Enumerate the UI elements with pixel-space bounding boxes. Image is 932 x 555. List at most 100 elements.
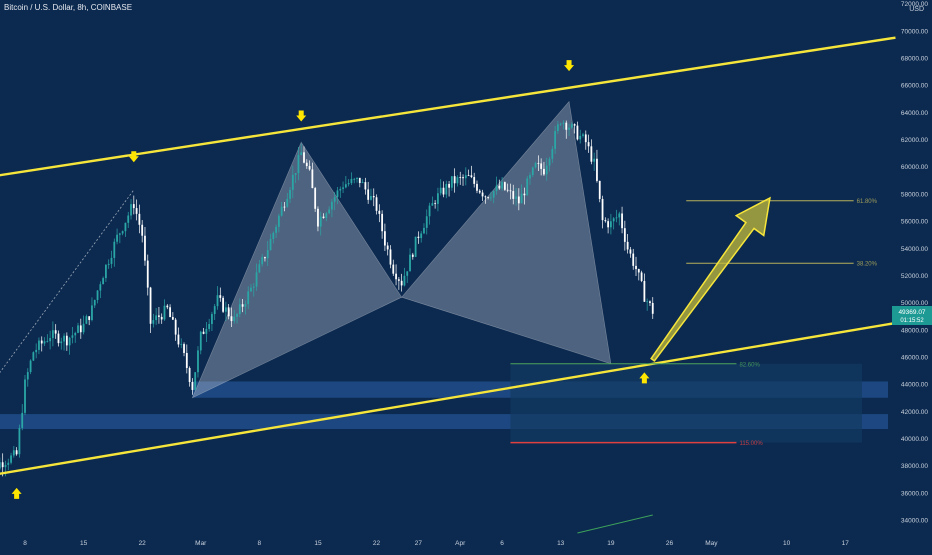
candle-134	[356, 177, 358, 183]
candle-body	[626, 241, 629, 250]
candle-body	[347, 183, 350, 185]
candle-28	[60, 337, 63, 350]
candle-body	[582, 134, 584, 136]
candle-30	[65, 332, 68, 351]
candle-body	[99, 284, 102, 291]
ascending-channel[interactable]	[0, 36, 896, 480]
candle-91	[236, 312, 238, 324]
candle-16	[26, 368, 29, 387]
candle-body	[171, 317, 174, 320]
candle-188	[506, 183, 509, 193]
price-axis[interactable]: 34000.00 36000.00 38000.00 40000.00 42000.00…	[901, 1, 928, 524]
candle-body	[71, 335, 74, 338]
down-arrow-icon-3	[564, 60, 575, 72]
candle-128	[339, 186, 342, 198]
candle-body	[370, 195, 372, 200]
candle-body	[264, 257, 266, 259]
candle-body	[607, 221, 610, 228]
candle-body	[286, 198, 289, 207]
candle-238	[646, 298, 649, 311]
candle-body	[529, 175, 531, 179]
candle-body	[445, 183, 448, 195]
candle-body	[155, 315, 158, 321]
candle-body	[63, 335, 65, 342]
candle-body	[637, 269, 640, 273]
candle-body	[484, 196, 487, 198]
candle-body	[40, 340, 43, 344]
candle-19	[35, 343, 38, 359]
candle-141	[375, 194, 378, 215]
candle-22	[43, 337, 46, 346]
candle-body	[199, 331, 202, 351]
candle-body	[163, 305, 166, 320]
candle-104	[272, 231, 275, 244]
candle-body	[453, 176, 456, 184]
candle-body	[534, 163, 537, 168]
candle-133	[353, 177, 356, 184]
candle-200	[540, 158, 543, 176]
candle-body	[537, 163, 540, 164]
candle-174	[467, 169, 470, 177]
candle-body	[517, 196, 520, 204]
x-axis[interactable]: 8 15 22 Mar 8 15 22 27 Apr 6 13 19 26 May 10 17	[23, 540, 849, 547]
candle-202	[545, 157, 548, 181]
candle-body	[333, 197, 336, 202]
candle-149	[397, 276, 400, 290]
candle-body	[523, 193, 526, 196]
candle-109	[286, 192, 289, 208]
candle-body	[601, 198, 604, 221]
candle-body	[428, 205, 431, 217]
x-tick-label: Mar	[195, 540, 207, 547]
candle-210	[568, 123, 570, 137]
symbol-title[interactable]: Bitcoin / U.S. Dollar, 8h, COINBASE	[4, 3, 133, 12]
candle-body	[202, 331, 205, 334]
candle-54	[132, 195, 135, 215]
candle-body	[392, 264, 395, 274]
candle-132	[350, 172, 353, 186]
candle-232	[629, 247, 632, 258]
candle-body	[395, 273, 397, 280]
candle-43	[102, 276, 105, 285]
candle-168	[450, 176, 453, 191]
candle-205	[554, 125, 556, 154]
candle-223	[604, 217, 607, 223]
candle-204	[551, 146, 554, 163]
candle-body	[213, 306, 216, 315]
y-tick-label: 52000.00	[901, 273, 928, 280]
candle-body	[216, 295, 219, 307]
x-tick-label: 17	[842, 540, 850, 547]
candle-199	[537, 155, 540, 172]
y-tick-label: 64000.00	[901, 110, 928, 117]
candle-224	[607, 218, 610, 234]
candle-body	[520, 193, 523, 204]
candle-118	[311, 162, 314, 189]
candle-229	[621, 206, 623, 234]
candle-body	[442, 187, 445, 195]
candle-body	[107, 263, 110, 265]
candle-31	[68, 336, 71, 355]
projection-arrow[interactable]	[650, 196, 771, 362]
candle-body	[18, 427, 21, 455]
candle-111	[291, 165, 294, 199]
harmonic-pattern[interactable]	[0, 100, 612, 419]
x-tick-label: 26	[666, 540, 674, 547]
candle-155	[414, 236, 417, 258]
candle-185	[498, 179, 501, 190]
candle-207	[559, 122, 562, 127]
candle-body	[74, 332, 77, 336]
candle-80	[205, 322, 208, 342]
candle-218	[590, 139, 593, 165]
candle-body	[194, 372, 197, 390]
candle-164	[439, 179, 442, 196]
candle-89	[230, 307, 233, 327]
candle-15	[24, 375, 26, 416]
candle-33	[74, 331, 77, 343]
candle-body	[132, 204, 135, 209]
candle-body	[515, 196, 517, 199]
candle-body	[12, 450, 15, 456]
candle-body	[361, 182, 364, 183]
candle-172	[462, 174, 464, 186]
y-tick-label: 36000.00	[901, 490, 928, 497]
